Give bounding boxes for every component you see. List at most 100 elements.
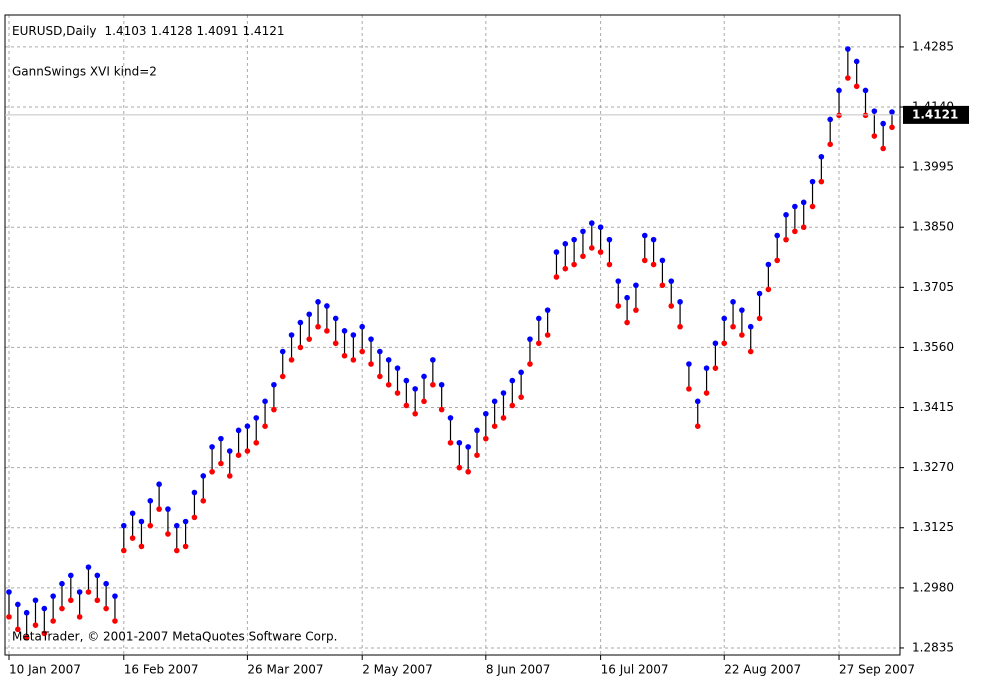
low-dot [120,547,127,554]
low-dot [315,323,321,330]
low-dot [15,626,21,633]
high-dot [580,228,586,235]
y-tick-label: 1.3705 [912,280,954,294]
low-dot [332,340,339,347]
watermark: MetaTrader, © 2001-2007 MetaQuotes Softw… [12,630,337,644]
high-dot [200,473,207,479]
low-dot [50,618,56,624]
y-tick-label: 1.3270 [912,460,954,474]
high-dot [288,332,295,338]
x-tick-label: 16 Jul 2007 [601,663,669,677]
high-dot [889,109,895,115]
high-dot [456,439,463,446]
low-dot [527,361,533,367]
low-dot [191,514,198,521]
low-dot [23,634,30,641]
low-dot [94,597,101,604]
quote-high: 1.4128 [151,24,193,38]
low-dot [606,261,613,268]
high-dot [103,580,109,587]
high-dot [880,120,886,127]
low-dot [845,75,851,81]
high-dot [6,589,12,595]
low-dot [571,261,577,268]
high-dot [430,357,436,363]
high-dot [253,415,260,421]
low-dot [112,618,118,624]
high-dot [747,323,754,330]
high-dot [165,506,171,512]
low-dot [615,303,622,309]
low-dot [385,381,392,388]
x-tick-label: 10 Jan 2007 [9,663,81,677]
high-dot [536,315,542,322]
high-dot [394,365,401,371]
low-dot [85,589,92,595]
plot-area [5,15,900,655]
x-tick-label: 2 May 2007 [362,663,433,677]
low-dot [182,543,189,550]
high-dot [41,605,48,612]
high-dot [783,211,789,218]
low-dot [32,622,39,628]
low-dot [421,398,427,405]
low-dot [350,357,357,363]
high-dot [94,572,101,579]
low-dot [297,344,304,351]
low-dot [756,315,763,322]
low-dot [253,439,260,446]
low-dot [147,522,154,529]
x-tick-label: 16 Feb 2007 [124,663,199,677]
low-dot [712,365,719,371]
high-dot [271,381,277,388]
high-dot [173,522,180,529]
low-dot [447,439,454,446]
low-dot [430,381,436,388]
low-dot [747,348,754,355]
x-tick-label: 22 Aug 2007 [724,663,801,677]
high-dot [447,415,454,421]
high-dot [85,564,92,570]
high-dot [68,572,74,579]
low-dot [59,605,65,612]
high-dot [606,236,613,243]
high-dot [800,199,807,206]
high-dot [156,481,162,488]
high-dot [244,423,251,429]
high-dot [120,522,127,529]
high-dot [862,87,869,94]
high-dot [138,518,145,525]
low-dot [783,236,789,243]
low-dot [739,332,745,338]
x-tick-label: 8 Jun 2007 [486,663,551,677]
quote-low: 1.4091 [197,24,239,38]
high-dot [633,282,639,289]
low-dot [200,498,207,504]
low-dot [641,257,648,264]
high-dot [686,361,692,367]
high-dot [332,315,339,322]
low-dot [562,265,569,272]
low-dot [377,373,383,380]
low-dot [226,473,233,479]
low-dot [721,340,728,347]
high-dot [359,323,366,330]
high-dot [129,510,136,517]
high-dot [474,427,480,434]
y-tick-label: 1.3415 [912,400,954,414]
low-dot [438,406,445,413]
low-dot [730,323,736,330]
high-dot [624,294,630,301]
low-dot [474,452,480,459]
low-dot [827,141,833,148]
high-dot [818,153,825,160]
high-dot [385,357,392,363]
low-dot [580,253,586,260]
high-dot [739,307,745,313]
low-dot [597,249,604,255]
low-dot [633,307,639,313]
low-dot [668,303,675,309]
low-dot [156,506,162,512]
y-tick-label: 1.3125 [912,520,954,534]
symbol: EURUSD,Daily [12,24,97,38]
